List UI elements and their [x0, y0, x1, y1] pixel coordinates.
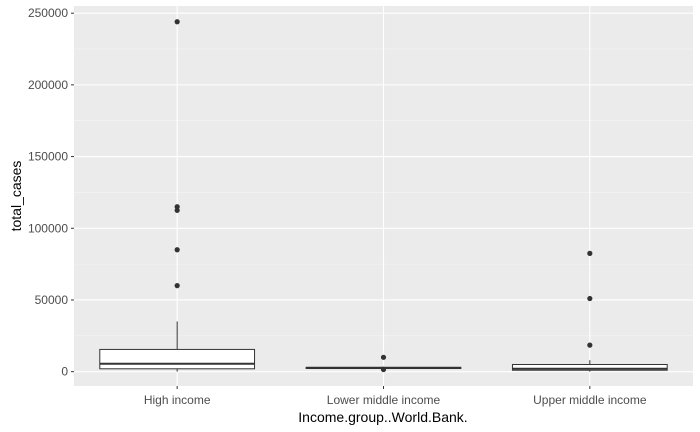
x-axis-title: Income.group..World.Bank. [298, 409, 467, 425]
outlier-point [174, 283, 180, 289]
box [511, 363, 668, 371]
y-axis-title: total_cases [8, 161, 24, 232]
outlier-point [174, 204, 180, 210]
outlier-point [174, 19, 180, 25]
box [99, 348, 256, 370]
outlier-point [587, 342, 593, 348]
y-tick-label: 150000 [28, 150, 68, 164]
outlier-point [174, 247, 180, 253]
x-tick-label: Upper middle income [533, 393, 647, 407]
y-tick-label: 250000 [28, 6, 68, 20]
outlier-point [380, 354, 387, 360]
x-tick-label: Lower middle income [327, 393, 441, 407]
box-group [511, 250, 668, 372]
y-axis: 0 50000 100000 150000 200000 250000 [28, 6, 74, 379]
outlier-point [587, 250, 593, 256]
x-tick-label: High income [144, 393, 211, 407]
y-tick-label: 200000 [28, 78, 68, 92]
x-axis: High income Lower middle income Upper midd… [144, 386, 647, 407]
outlier-point [587, 295, 593, 302]
outlier-point [380, 366, 387, 373]
y-tick-label: 50000 [35, 293, 69, 307]
outlier-point [174, 207, 180, 213]
box-group [305, 354, 462, 373]
boxes-layer [99, 19, 668, 373]
y-tick-label: 0 [61, 365, 68, 379]
y-tick-label: 100000 [28, 221, 68, 235]
box-group [99, 19, 256, 372]
